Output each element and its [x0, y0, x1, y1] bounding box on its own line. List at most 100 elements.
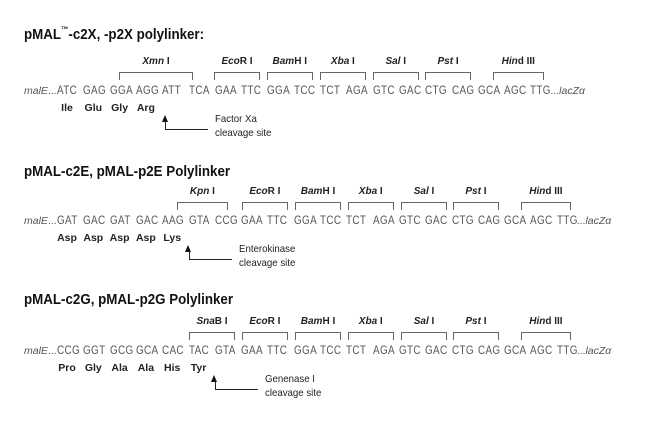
- codon: CAG: [477, 215, 501, 227]
- enzyme-name-italic: Pst: [465, 186, 481, 197]
- restriction-enzyme-label: BamH I: [275, 186, 361, 198]
- codon: GAC: [83, 215, 106, 227]
- codon: GCA: [477, 85, 501, 97]
- enzyme-name-roman: d III: [545, 316, 563, 327]
- codon: GTC: [372, 85, 395, 97]
- gene-name: malE: [24, 345, 48, 357]
- arrow-line: [188, 259, 232, 260]
- restriction-site-bracket: [241, 202, 288, 210]
- codon: AAG: [162, 215, 185, 227]
- enzyme-name-roman: I: [453, 56, 459, 67]
- codon: ATC: [57, 85, 78, 97]
- title-text: pMAL: [24, 27, 62, 43]
- enzyme-name-italic: Eco: [249, 316, 268, 327]
- restriction-enzyme-label: Sal I: [381, 186, 467, 198]
- enzyme-name-italic: Bam: [300, 186, 323, 197]
- enzyme-name-italic: Sal: [413, 316, 429, 327]
- restriction-enzyme-label: Xba I: [328, 186, 414, 198]
- gene-name: malE: [24, 215, 48, 227]
- enzyme-name-italic: Bam: [272, 56, 295, 67]
- amino-acid: His: [164, 362, 181, 374]
- restriction-enzyme-label: Hind III: [501, 316, 591, 328]
- codon: AGC: [530, 215, 553, 227]
- codon: GTA: [188, 215, 210, 227]
- enzyme-name-italic: Eco: [249, 186, 268, 197]
- codon: GAA: [214, 85, 237, 97]
- title-text: pMAL-c2G, pMAL-p2G Polylinker: [24, 292, 234, 308]
- codon: GGA: [109, 85, 133, 97]
- restriction-site-bracket: [401, 202, 448, 210]
- section-title: pMAL™-c2X, -p2X polylinker:: [24, 25, 204, 43]
- gene-name: lacZα: [585, 345, 612, 357]
- restriction-site-bracket: [425, 72, 471, 80]
- codon: TTG: [556, 215, 578, 227]
- restriction-enzyme-label: Sal I: [353, 56, 439, 68]
- codon: GAC: [135, 215, 159, 227]
- codon: GAA: [241, 215, 264, 227]
- codon: ATT: [162, 85, 182, 97]
- codon: AGA: [346, 85, 369, 97]
- enzyme-name-roman: I: [377, 316, 383, 327]
- enzyme-name-roman: I: [377, 186, 383, 197]
- ellipsis: ...: [47, 345, 57, 357]
- codon: CAG: [477, 345, 501, 357]
- restriction-site-bracket: [119, 72, 193, 80]
- amino-acid: Arg: [136, 102, 155, 114]
- restriction-site-bracket: [319, 72, 367, 80]
- codon: TCA: [188, 85, 210, 97]
- left-flank-label: malE...: [24, 84, 57, 98]
- codon: TCC: [320, 215, 342, 227]
- codon: GAC: [398, 85, 422, 97]
- right-flank-label: ...lacZα: [550, 84, 585, 98]
- arrow-up-icon: [161, 115, 168, 122]
- enzyme-name-italic: Sal: [385, 56, 401, 67]
- cleavage-site-label: Genenase I: [264, 373, 315, 385]
- codon: CAC: [162, 345, 185, 357]
- restriction-enzyme-label: SnaB I: [169, 316, 255, 328]
- ellipsis: ...: [576, 215, 586, 227]
- enzyme-name-italic: Pst: [465, 316, 481, 327]
- cleavage-site-label: Factor Xa: [215, 113, 257, 125]
- codon: GGA: [267, 85, 291, 97]
- restriction-site-bracket: [401, 332, 448, 340]
- codon: AGA: [372, 215, 395, 227]
- enzyme-name-italic: Eco: [221, 56, 240, 67]
- amino-acid: Asp: [109, 232, 130, 244]
- ellipsis: ...: [576, 345, 586, 357]
- enzyme-name-italic: Xba: [330, 56, 350, 67]
- codon: CCG: [214, 215, 238, 227]
- codon: AGC: [530, 345, 553, 357]
- enzyme-name-italic: Sal: [413, 186, 429, 197]
- enzyme-name-italic: Bam: [300, 316, 323, 327]
- section-title: pMAL-c2G, pMAL-p2G Polylinker: [24, 292, 233, 308]
- codon: TTC: [267, 215, 288, 227]
- restriction-site-bracket: [493, 72, 544, 80]
- amino-acid: Glu: [84, 102, 103, 114]
- enzyme-name-roman: H I: [294, 56, 307, 67]
- codon: TAC: [188, 345, 209, 357]
- restriction-enzyme-label: Pst I: [433, 186, 519, 198]
- codon: GCA: [504, 215, 527, 227]
- codon: GAC: [425, 215, 448, 227]
- section-title: pMAL-c2E, pMAL-p2E Polylinker: [24, 164, 230, 180]
- enzyme-name-roman: R I: [267, 186, 281, 197]
- enzyme-name-italic: Xba: [358, 186, 378, 197]
- restriction-enzyme-label: Hind III: [501, 186, 591, 198]
- arrow-up-icon: [185, 245, 191, 252]
- codon: GTC: [398, 215, 421, 227]
- amino-acid: Lys: [163, 232, 182, 244]
- codon: GTA: [214, 345, 236, 357]
- restriction-site-bracket: [189, 332, 236, 340]
- cleavage-site-label: cleavage site: [238, 257, 295, 269]
- arrow-line: [214, 381, 216, 389]
- left-flank-label: malE...: [24, 214, 57, 228]
- restriction-enzyme-label: Pst I: [433, 316, 519, 328]
- codon: GAT: [109, 215, 131, 227]
- restriction-enzyme-label: Kpn I: [157, 186, 248, 198]
- codon: TCT: [320, 85, 341, 97]
- amino-acid: Ala: [137, 362, 155, 374]
- enzyme-name-roman: H I: [322, 186, 336, 197]
- restriction-site-bracket: [347, 332, 394, 340]
